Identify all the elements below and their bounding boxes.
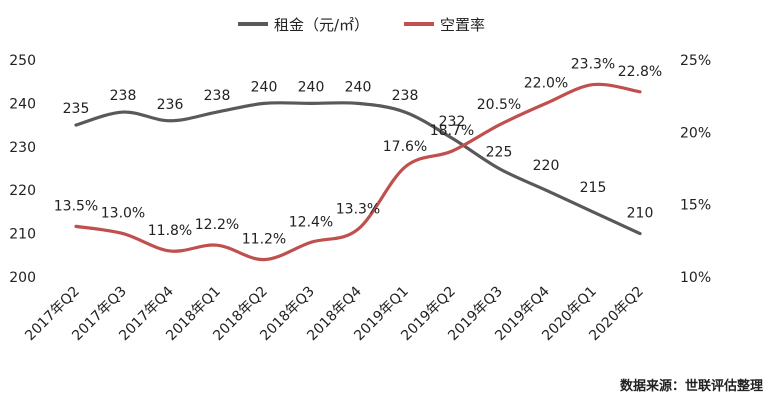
vacancy-line: [74, 82, 642, 262]
right-tick-label: 10%: [680, 270, 711, 286]
left-tick-label: 220: [9, 183, 36, 199]
x-axis: 2017年Q22017年Q32017年Q42018年Q12018年Q22018年…: [22, 283, 647, 344]
vacancy-data-label: 17.6%: [383, 139, 427, 155]
left-tick-label: 250: [9, 53, 36, 69]
vacancy-data-label: 20.5%: [477, 97, 521, 113]
rent-data-label: 235: [63, 101, 90, 117]
rent-data-label: 238: [110, 88, 137, 104]
rent-data-label: 238: [204, 88, 231, 104]
rent-data-label: 240: [251, 79, 278, 95]
chart-legend: 租金（元/㎡） 空置率: [238, 16, 485, 34]
source-note: 数据来源：世联评估整理: [619, 379, 763, 394]
vacancy-data-label: 13.5%: [54, 198, 98, 214]
left-tick-label: 210: [9, 227, 36, 243]
vacancy-data-label: 22.0%: [524, 75, 568, 91]
vacancy-data-label: 13.0%: [101, 206, 145, 222]
rent-data-label: 240: [298, 79, 325, 95]
vacancy-data-label: 18.7%: [430, 123, 474, 139]
right-tick-label: 20%: [680, 125, 711, 141]
vacancy-data-label: 12.4%: [289, 214, 333, 230]
vacancy-data-label: 23.3%: [571, 57, 615, 73]
left-tick-label: 230: [9, 140, 36, 156]
rent-data-label: 225: [486, 145, 513, 161]
right-tick-label: 15%: [680, 198, 711, 214]
vacancy-data-label: 12.2%: [195, 217, 239, 233]
vacancy-data-label: 22.8%: [618, 64, 662, 80]
vacancy-data-label: 11.2%: [242, 232, 286, 248]
rent-data-label: 232: [439, 114, 466, 130]
rent-line: [74, 101, 642, 236]
rent-data-label: 236: [157, 97, 184, 113]
rent-data-label: 220: [533, 158, 560, 174]
rent-data-label: 210: [627, 206, 654, 222]
rent-data-label: 240: [345, 79, 372, 95]
left-tick-label: 240: [9, 96, 36, 112]
legend-vacancy-label: 空置率: [440, 16, 485, 34]
left-y-axis: 200 210 220 230 240 250: [9, 53, 36, 286]
data-labels: 235 238 236 238 240 240 240 238 232 225 220 215 210 1…: [54, 57, 662, 248]
vacancy-data-label: 13.3%: [336, 201, 380, 217]
left-tick-label: 200: [9, 270, 36, 286]
right-y-axis: 10% 15% 20% 25%: [680, 53, 711, 286]
series-lines: [74, 82, 642, 262]
rent-data-label: 215: [580, 180, 607, 196]
rent-data-label: 238: [392, 88, 419, 104]
right-tick-label: 25%: [680, 53, 711, 69]
vacancy-data-label: 11.8%: [148, 223, 192, 239]
legend-rent-label: 租金（元/㎡）: [274, 16, 369, 34]
